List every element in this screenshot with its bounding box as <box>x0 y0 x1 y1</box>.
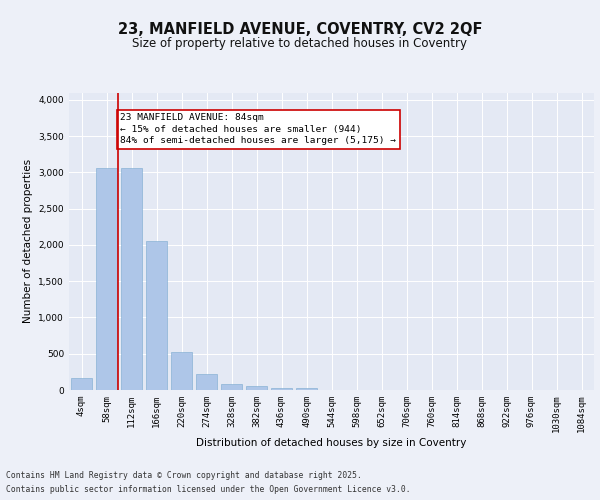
Bar <box>146 242 167 390</box>
Bar <box>71 378 92 390</box>
Bar <box>221 384 242 390</box>
Bar <box>296 388 317 390</box>
Text: Contains public sector information licensed under the Open Government Licence v3: Contains public sector information licen… <box>6 484 410 494</box>
Text: 23, MANFIELD AVENUE, COVENTRY, CV2 2QF: 23, MANFIELD AVENUE, COVENTRY, CV2 2QF <box>118 22 482 38</box>
Text: 23 MANFIELD AVENUE: 84sqm
← 15% of detached houses are smaller (944)
84% of semi: 23 MANFIELD AVENUE: 84sqm ← 15% of detac… <box>121 113 397 146</box>
Y-axis label: Number of detached properties: Number of detached properties <box>23 159 33 324</box>
Bar <box>246 386 267 390</box>
Bar <box>121 168 142 390</box>
Bar <box>196 374 217 390</box>
Text: Contains HM Land Registry data © Crown copyright and database right 2025.: Contains HM Land Registry data © Crown c… <box>6 472 362 480</box>
Bar <box>96 168 117 390</box>
Bar <box>171 352 192 390</box>
Text: Size of property relative to detached houses in Coventry: Size of property relative to detached ho… <box>133 38 467 51</box>
Bar <box>271 388 292 390</box>
X-axis label: Distribution of detached houses by size in Coventry: Distribution of detached houses by size … <box>196 438 467 448</box>
